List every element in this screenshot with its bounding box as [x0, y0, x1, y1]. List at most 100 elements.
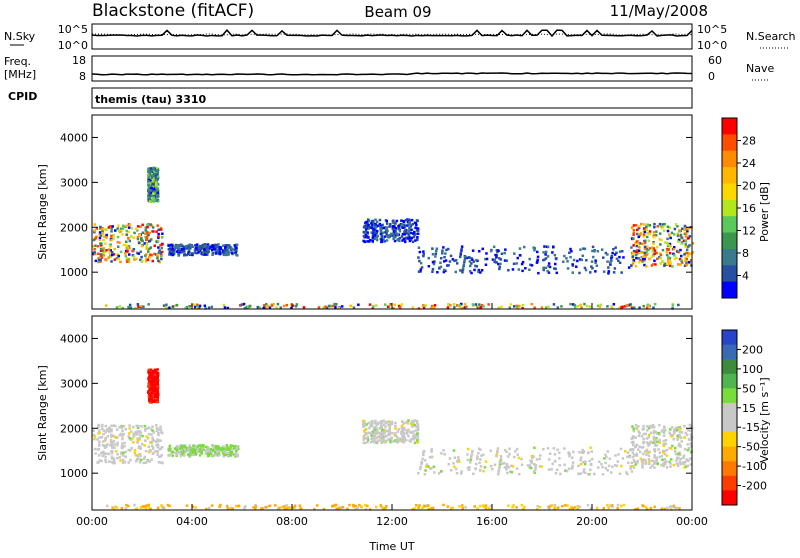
sky-left-tick-top: 10^5: [58, 23, 88, 36]
date-title: 11/May/2008: [610, 2, 708, 20]
velocity-ticks: 1000 2000 3000 4000 00:00 04:00 08:00 12:00 16:0…: [60, 332, 708, 528]
velocity-xtick-label-0: 00:00: [76, 515, 108, 528]
velocity-colorbar-label: Velocity [m s⁻¹]: [758, 377, 771, 462]
freq-left-label: Freq.: [4, 55, 31, 68]
power-colorbar-tick-1: 24: [742, 157, 756, 170]
power-colorbar-swatch-3: [722, 167, 737, 184]
velocity-colorbar-tick-2: 50: [742, 382, 756, 395]
sky-left-tick-bottom: 10^0: [58, 39, 88, 52]
velocity-colorbar-swatch-6: [722, 417, 737, 433]
power-ticks: 1000 2000 3000 4000: [60, 131, 693, 309]
velocity-ylabel: Slant Range [km]: [36, 365, 49, 461]
velocity-panel: Slant Range [km] 1000 2000 3000 4000 00:00 04…: [36, 315, 708, 553]
nave-right-label: Nave: [746, 62, 774, 75]
power-colorbar-swatch-2: [722, 150, 737, 168]
power-panel: Slant Range [km] 1000 2000 3000 4000: [36, 114, 695, 310]
power-colorbar-swatch-4: [722, 183, 737, 201]
frequency-trace: [91, 72, 693, 76]
search-noise-trace: [91, 33, 693, 36]
velocity-colorbar-swatch-4: [722, 388, 737, 404]
cpid-value: themis (tau) 3310: [95, 93, 207, 106]
velocity-echo-region-6: [105, 503, 681, 511]
velocity-echo-region-0: [92, 423, 164, 465]
freq-left-unit: [MHz]: [4, 68, 36, 81]
velocity-colorbar-swatch-5: [722, 402, 737, 418]
power-colorbar-swatch-5: [722, 199, 737, 217]
velocity-colorbar-swatch-11: [722, 490, 737, 506]
power-colorbar-label: Power [dB]: [758, 182, 771, 242]
velocity-colorbar-swatch-0: [722, 330, 737, 346]
power-axes-frame: [91, 114, 693, 310]
velocity-echo-region-5: [630, 423, 694, 469]
velocity-ytick-label-3: 4000: [60, 332, 88, 345]
freq-left-tick-bottom: 8: [79, 70, 86, 83]
velocity-colorbar-swatch-3: [722, 373, 737, 389]
velocity-colorbar-tick-5: -50: [742, 441, 760, 454]
power-colorbar-tick-6: 4: [742, 270, 749, 283]
velocity-xtick-label-2: 08:00: [276, 515, 308, 528]
velocity-echo-region-1: [147, 368, 160, 404]
velocity-colorbar-tick-7: -200: [742, 480, 767, 493]
power-ytick-label-0: 1000: [60, 266, 88, 279]
velocity-xtick-label-6: 00:00: [676, 515, 708, 528]
sky-noise-panel: N.Sky 10^5 10^0 10^5 10^0 N.Search: [4, 23, 796, 52]
velocity-xtick-label-4: 16:00: [476, 515, 508, 528]
sky-noise-trace: [91, 29, 693, 38]
power-colorbar-swatch-10: [722, 281, 737, 299]
power-echo-region-5: [630, 222, 695, 268]
velocity-xtick-label-5: 20:00: [576, 515, 608, 528]
power-colorbar-tick-4: 12: [742, 225, 756, 238]
power-echo-region-6: [104, 302, 680, 310]
velocity-colorbar-swatch-2: [722, 359, 737, 375]
power-echo-region-0: [92, 223, 164, 264]
nave-right-tick-top: 60: [708, 54, 722, 67]
velocity-xtick-label-1: 04:00: [176, 515, 208, 528]
power-colorbar: 28 24 20 16 12 8 4: [721, 117, 756, 299]
power-echo-region-4: [417, 245, 644, 275]
velocity-colorbar-tick-3: 15: [742, 402, 756, 415]
power-echo-layer: [92, 166, 695, 310]
freq-left-tick-top: 18: [72, 54, 86, 67]
search-right-label: N.Search: [746, 30, 796, 43]
velocity-ytick-label-0: 1000: [60, 467, 88, 480]
velocity-colorbar-tick-6: -100: [742, 460, 767, 473]
power-ytick-label-3: 4000: [60, 131, 88, 144]
time-axis-label: Time UT: [368, 540, 414, 553]
velocity-echo-region-4: [417, 446, 644, 476]
velocity-colorbar-tick-1: 100: [742, 363, 763, 376]
power-ylabel: Slant Range [km]: [36, 164, 49, 260]
power-colorbar-swatch-0: [722, 118, 737, 135]
beam-title: Beam 09: [364, 3, 431, 21]
velocity-echo-region-2: [167, 444, 240, 458]
velocity-axes-frame: [91, 315, 693, 511]
velocity-ytick-label-2: 3000: [60, 377, 88, 390]
velocity-colorbar-tick-4: -15: [742, 421, 760, 434]
sky-right-tick-bottom: 10^0: [697, 39, 727, 52]
power-colorbar-swatch-7: [722, 232, 737, 250]
power-colorbar-tick-3: 16: [742, 202, 756, 215]
cpid-label: CPID: [8, 90, 37, 103]
power-colorbar-swatch-9: [722, 265, 737, 283]
velocity-xtick-label-3: 12:00: [376, 515, 408, 528]
station-title: Blackstone (fitACF): [92, 1, 254, 21]
power-ytick-label-2: 3000: [60, 176, 88, 189]
nave-right-tick-bottom: 0: [708, 70, 715, 83]
velocity-colorbar-tick-0: 200: [742, 343, 763, 356]
power-echo-region-2: [167, 243, 239, 257]
cpid-panel: CPID themis (tau) 3310: [8, 87, 693, 109]
velocity-echo-layer: [92, 368, 694, 511]
power-colorbar-swatch-1: [722, 134, 737, 152]
power-echo-region-1: [147, 166, 160, 203]
velocity-colorbar-swatch-1: [722, 344, 737, 360]
power-colorbar-tick-0: 28: [742, 135, 756, 148]
velocity-colorbar-swatch-8: [722, 446, 737, 462]
velocity-ytick-label-1: 2000: [60, 422, 88, 435]
velocity-colorbar-swatch-7: [722, 432, 737, 448]
power-colorbar-tick-2: 20: [742, 180, 756, 193]
power-ytick-label-1: 2000: [60, 221, 88, 234]
power-colorbar-swatch-6: [722, 216, 737, 234]
power-colorbar-swatch-8: [722, 248, 737, 266]
velocity-colorbar-swatch-10: [722, 475, 737, 491]
velocity-colorbar: 200 100 50 15 -15 -50 -100 -200: [721, 329, 767, 506]
